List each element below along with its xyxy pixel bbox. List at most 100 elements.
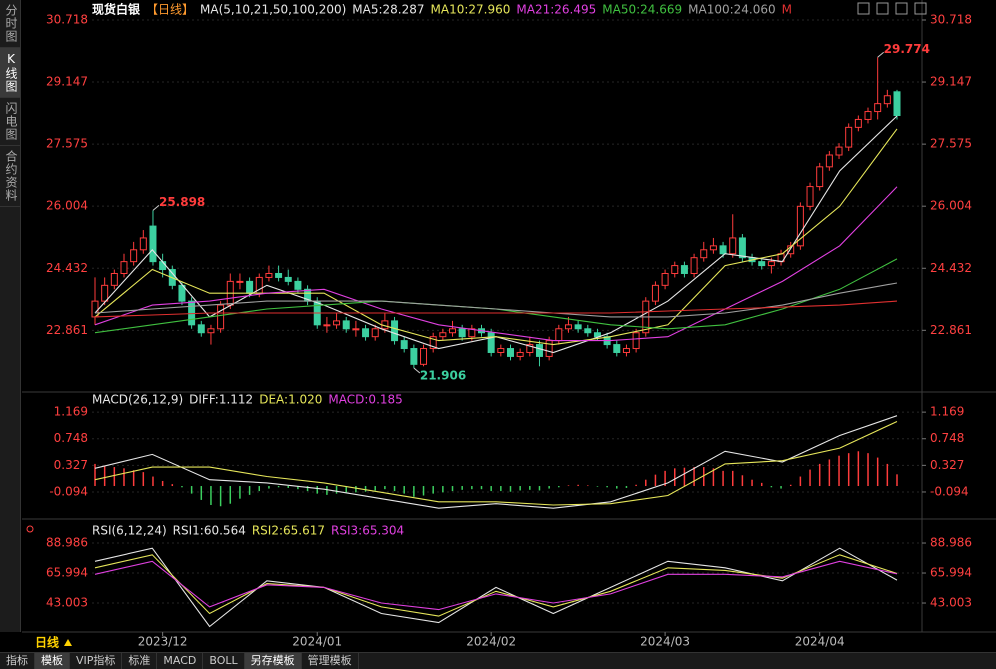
- candle-body: [130, 249, 138, 263]
- extreme-label: 29.774: [884, 42, 930, 56]
- candle-body: [468, 328, 476, 338]
- candle-body: [796, 205, 804, 247]
- candle-body: [429, 336, 437, 350]
- candle-body: [246, 280, 254, 294]
- icon[interactable]: [914, 2, 927, 15]
- x-tick-label: 2024/04: [795, 635, 845, 649]
- series-line: [94, 115, 898, 354]
- candle-body: [661, 272, 669, 286]
- candle-body: [516, 351, 524, 357]
- icon[interactable]: [857, 2, 870, 15]
- footer-tab[interactable]: VIP指标: [70, 653, 123, 669]
- series-line: [94, 128, 898, 346]
- candle-body: [149, 225, 157, 263]
- symbol: 现货白银: [92, 2, 141, 17]
- candle-body: [323, 324, 331, 327]
- candle-body: [400, 340, 408, 350]
- x-tick-label: 2023/12: [138, 635, 188, 649]
- candle-body: [709, 245, 717, 251]
- y-tick-label: 27.575: [930, 137, 972, 151]
- candle-body: [864, 111, 872, 120]
- sidebar-tab[interactable]: K线图: [0, 48, 20, 98]
- period-arrow[interactable]: [64, 639, 72, 646]
- candle-body: [526, 344, 534, 353]
- candle-body: [690, 257, 698, 274]
- y-tick-label: 65.994: [46, 566, 88, 580]
- candle-body: [110, 272, 118, 286]
- y-tick-label: 26.004: [46, 199, 88, 213]
- candle-body: [825, 154, 833, 168]
- candle-body: [284, 276, 292, 282]
- y-tick-label: 30.718: [930, 13, 972, 27]
- footer-tab[interactable]: 管理模板: [302, 653, 359, 669]
- y-tick-label: 0.327: [54, 458, 88, 472]
- legend-entry: M: [782, 3, 792, 17]
- candle-body: [207, 328, 215, 334]
- candle-body: [719, 245, 727, 255]
- period: 【日线】: [146, 3, 194, 17]
- candle-body: [651, 284, 659, 302]
- y-tick-label: 27.575: [46, 137, 88, 151]
- candle-body: [420, 348, 428, 365]
- x-tick-label: 2024/02: [466, 635, 516, 649]
- footer-tab[interactable]: 指标: [0, 653, 35, 669]
- footer-tab[interactable]: 模板: [35, 653, 70, 669]
- sidebar-tab[interactable]: 分时图: [0, 0, 20, 48]
- footer-tabs: 指标 模板 VIP指标 标准 MACD BOLL 另存模板 管理模板: [0, 652, 996, 669]
- candle-body: [410, 348, 418, 365]
- series-line: [94, 560, 898, 611]
- footer-tab[interactable]: MACD: [157, 653, 204, 669]
- settings-icon[interactable]: [26, 525, 34, 533]
- candle-body: [333, 320, 341, 326]
- indicator: MACD(26,12,9): [92, 393, 183, 407]
- legend-entry: DEA:1.020: [259, 393, 322, 407]
- y-tick-label: 0.327: [930, 458, 964, 472]
- candle-body: [854, 118, 862, 128]
- series-line: [94, 554, 898, 617]
- candle-body: [835, 146, 843, 156]
- candle-body: [188, 300, 196, 326]
- candle-body: [816, 166, 824, 188]
- candle-body: [217, 304, 225, 330]
- candle-body: [197, 324, 205, 334]
- series-line: [94, 547, 898, 628]
- y-tick-label: 88.986: [930, 536, 972, 550]
- sidebar-tab[interactable]: 闪电图: [0, 98, 20, 146]
- icon[interactable]: [876, 2, 889, 15]
- candle-body: [535, 344, 543, 357]
- series-line: [94, 300, 898, 318]
- candle-body: [120, 261, 128, 274]
- candle-body: [362, 328, 370, 338]
- indicator: RSI(6,12,24): [92, 524, 167, 538]
- legend-entry: MA21:26.495: [516, 3, 596, 17]
- y-tick-label: 65.994: [930, 566, 972, 580]
- candle-body: [294, 280, 302, 290]
- candle-body: [671, 265, 679, 274]
- legend-entry: MA50:24.669: [602, 3, 682, 17]
- sidebar-tab[interactable]: 合约资料: [0, 146, 20, 207]
- footer-tab[interactable]: BOLL: [203, 653, 245, 669]
- candle-body: [342, 320, 350, 330]
- candle-body: [371, 328, 379, 338]
- y-tick-label: 26.004: [930, 199, 972, 213]
- footer-tab[interactable]: 标准: [122, 653, 158, 669]
- candle-body: [236, 280, 244, 283]
- candle-body: [101, 284, 109, 302]
- y-tick-label: 29.147: [930, 75, 972, 89]
- icon[interactable]: [895, 2, 908, 15]
- candle-body: [680, 265, 688, 274]
- candle-body: [767, 261, 775, 267]
- legend-entry: MACD:0.185: [328, 393, 402, 407]
- series-line: [94, 421, 898, 506]
- footer-tab[interactable]: 另存模板: [244, 653, 302, 669]
- window-icons[interactable]: [857, 2, 927, 15]
- x-tick-label: 2024/01: [292, 635, 342, 649]
- candle-body: [352, 328, 360, 331]
- extreme-marker: [413, 367, 421, 374]
- y-tick-label: 22.861: [46, 323, 88, 337]
- candle-body: [613, 344, 621, 353]
- y-tick-label: 22.861: [930, 323, 972, 337]
- candle-body: [487, 332, 495, 353]
- y-tick-label: 1.169: [930, 405, 964, 419]
